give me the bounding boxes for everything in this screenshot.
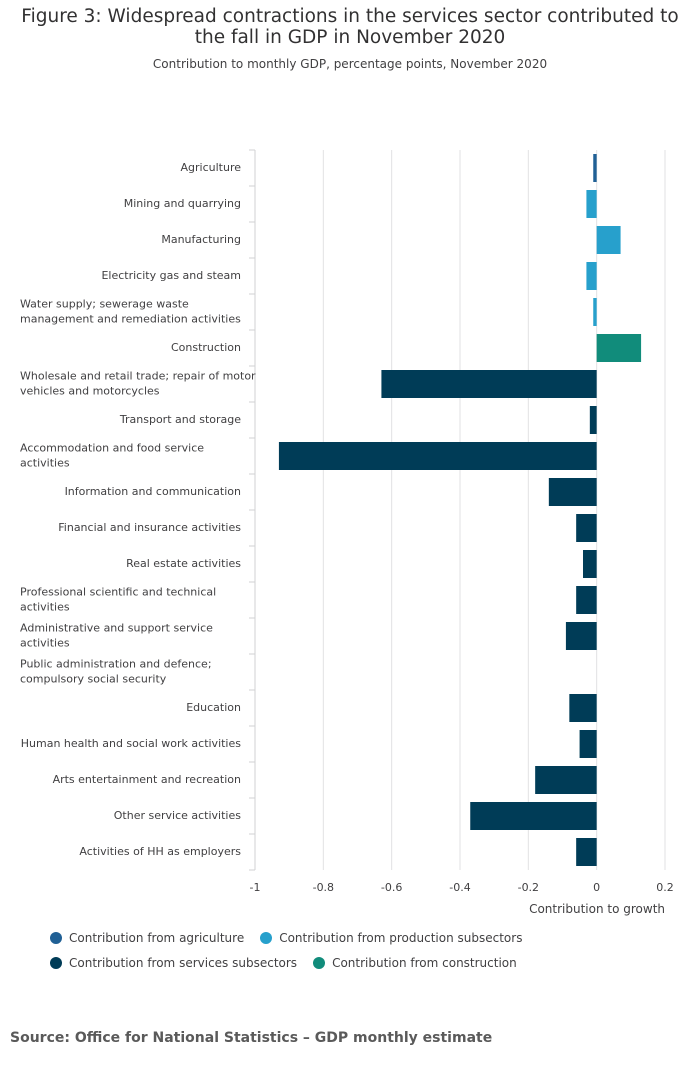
bar-services [381, 370, 597, 398]
bar-services [470, 802, 597, 830]
category-label-line: activities [20, 637, 70, 650]
chart-title: Figure 3: Widespread contractions in the… [21, 6, 679, 48]
category-label: Electricity gas and steam [101, 269, 241, 282]
legend-swatch-agriculture [50, 931, 62, 944]
bar-services [583, 550, 597, 578]
legend-swatch-services [50, 956, 62, 969]
category-label: Agriculture [181, 161, 242, 174]
x-tick-label: 0 [593, 881, 600, 894]
category-label-line: compulsory social security [20, 673, 167, 686]
legend-item-production: Contribution from production subsectors [260, 931, 522, 945]
category-label: Accommodation and food service activities [20, 442, 204, 470]
category-label-line: Arts entertainment and recreation [53, 773, 241, 786]
category-label-line: Construction [171, 341, 241, 354]
category-label-line: Accommodation and food service [20, 442, 204, 455]
category-label: Administrative and support service activi… [20, 622, 213, 650]
bar-production [586, 190, 597, 218]
legend-item-construction: Contribution from construction [313, 956, 517, 970]
legend-swatch-construction [313, 956, 326, 969]
category-label-line: Wholesale and retail trade; repair of mo… [20, 370, 256, 383]
x-tick-label: -0.2 [518, 881, 539, 894]
category-label-line: Agriculture [181, 161, 242, 174]
category-label-line: activities [20, 601, 70, 614]
category-label: Public administration and defence; compul… [20, 658, 212, 686]
category-label-line: vehicles and motorcycles [20, 385, 160, 398]
category-label-line: Transport and storage [119, 413, 241, 426]
category-label: Professional scientific and technical act… [20, 586, 216, 614]
category-label-line: Financial and insurance activities [58, 521, 241, 534]
x-tick-label: 0.2 [656, 881, 674, 894]
bar-services [278, 442, 597, 470]
category-label: Information and communication [65, 485, 241, 498]
category-label: Education [186, 701, 241, 714]
legend-item-services: Contribution from services subsectors [50, 956, 297, 970]
bar-construction [596, 334, 642, 362]
category-label: Activities of HH as employers [79, 845, 241, 858]
bar-production [593, 298, 597, 326]
category-label: Transport and storage [119, 413, 241, 426]
x-axis-title: Contribution to growth [529, 902, 665, 916]
category-label: Manufacturing [161, 233, 241, 246]
category-label-line: Information and communication [65, 485, 241, 498]
category-label: Financial and insurance activities [58, 521, 241, 534]
x-tick-label: -0.6 [381, 881, 402, 894]
category-label: Real estate activities [126, 557, 241, 570]
bar-chart: Agriculture Mining and quarrying Manufactu… [20, 149, 674, 916]
category-label: Wholesale and retail trade; repair of mo… [20, 370, 256, 398]
chart-subtitle: Contribution to monthly GDP, percentage … [152, 57, 548, 71]
category-label-line: management and remediation activities [20, 313, 241, 326]
category-label-line: Manufacturing [161, 233, 241, 246]
x-tick-label: -1 [250, 881, 261, 894]
category-label: Human health and social work activities [21, 737, 242, 750]
chart-legend: Contribution from agriculture Contributi… [50, 925, 690, 975]
category-label-line: activities [20, 457, 70, 470]
bar-agriculture [593, 154, 597, 182]
category-label-line: Human health and social work activities [21, 737, 242, 750]
bar-services [589, 406, 597, 434]
source-note: Source: Office for National Statistics –… [10, 1030, 493, 1046]
bar-services [535, 766, 597, 794]
bar-services [565, 622, 597, 650]
category-label: Mining and quarrying [124, 197, 241, 210]
x-tick-label: -0.8 [313, 881, 334, 894]
category-label: Arts entertainment and recreation [53, 773, 241, 786]
category-label: Other service activities [114, 809, 241, 822]
category-label: Construction [171, 341, 241, 354]
category-label-line: Education [186, 701, 241, 714]
category-label-line: Administrative and support service [20, 622, 213, 635]
category-label-line: Public administration and defence; [20, 658, 212, 671]
legend-label-construction: Contribution from construction [332, 955, 517, 970]
bar-services [576, 514, 597, 542]
legend-label-services: Contribution from services subsectors [69, 955, 298, 970]
bar-services [576, 586, 597, 614]
bar-production [586, 262, 597, 290]
category-label-line: Activities of HH as employers [79, 845, 241, 858]
category-label-line: Professional scientific and technical [20, 586, 216, 599]
category-label-line: Real estate activities [126, 557, 241, 570]
bar-services [548, 478, 597, 506]
bar-services [569, 694, 597, 722]
legend-label-agriculture: Contribution from agriculture [69, 930, 245, 945]
x-tick-label: -0.4 [449, 881, 470, 894]
category-label-line: Other service activities [114, 809, 241, 822]
bar-services [576, 838, 597, 866]
legend-label-production: Contribution from production subsectors [279, 930, 523, 945]
category-label: Water supply; sewerage waste management a… [20, 298, 241, 326]
category-label-line: Electricity gas and steam [101, 269, 241, 282]
bar-production [596, 226, 621, 254]
legend-item-agriculture: Contribution from agriculture [50, 931, 244, 945]
category-label-line: Mining and quarrying [124, 197, 241, 210]
bar-services [579, 730, 597, 758]
category-label-line: Water supply; sewerage waste [20, 298, 189, 311]
legend-swatch-production [260, 931, 273, 944]
